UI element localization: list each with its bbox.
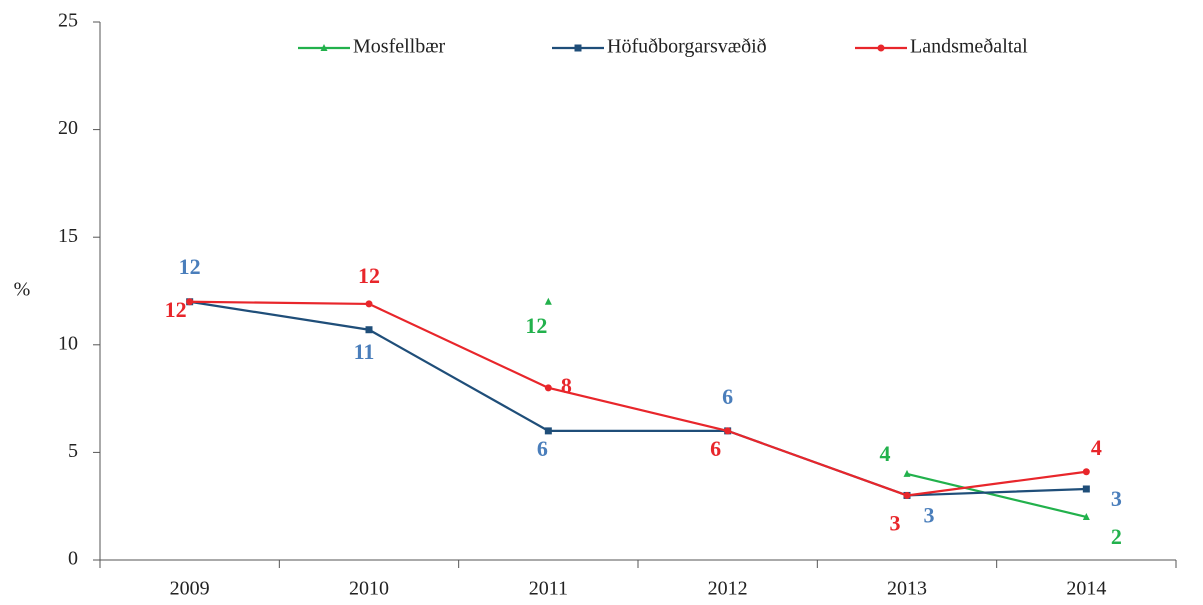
x-tick-label: 2009 [170,578,210,600]
point [365,326,373,334]
point [903,491,911,499]
data-label: 12 [165,297,187,322]
y-tick-label: 5 [68,440,78,462]
data-label: 4 [880,441,891,466]
x-tick-label: 2014 [1066,578,1106,600]
x-tick-label: 2011 [529,578,568,600]
point [365,300,373,308]
data-label: 12 [358,263,380,288]
x-tick-label: 2013 [887,578,927,600]
point [903,469,911,477]
y-tick-label: 25 [58,10,78,32]
y-tick-label: 10 [58,332,78,354]
point [724,427,732,435]
data-label: 2 [1111,524,1122,549]
series-line [189,300,1087,497]
point [544,297,552,305]
data-label: 6 [710,436,721,461]
legend-label: Höfuðborgarsvæðið [607,36,767,58]
data-label: 4 [1091,435,1102,460]
legend-marker [320,44,328,51]
data-label: 6 [537,436,548,461]
data-label: 6 [722,384,733,409]
point [544,384,552,392]
data-label: 12 [525,313,547,338]
series-line [906,472,1087,519]
data-label: 12 [179,254,201,279]
legend-label: Landsmeðaltal [910,36,1028,58]
data-label: 3 [1111,486,1122,511]
point [186,298,194,306]
y-tick-label: 0 [68,548,78,570]
y-tick-label: 15 [58,225,78,247]
legend-marker [574,44,582,52]
x-tick-label: 2010 [349,578,389,600]
point [544,427,552,435]
series-line [189,300,1087,497]
y-tick-label: 20 [58,117,78,139]
data-label: 3 [890,510,901,535]
point [1082,485,1090,493]
point [1082,468,1090,476]
data-label: 11 [354,339,375,364]
x-tick-label: 2012 [708,578,748,600]
legend-marker [877,44,885,52]
data-label: 8 [561,373,572,398]
data-label: 3 [924,502,935,527]
y-axis-label: % [14,279,31,301]
point [1082,512,1090,520]
legend-label: Mosfellbær [353,36,446,58]
